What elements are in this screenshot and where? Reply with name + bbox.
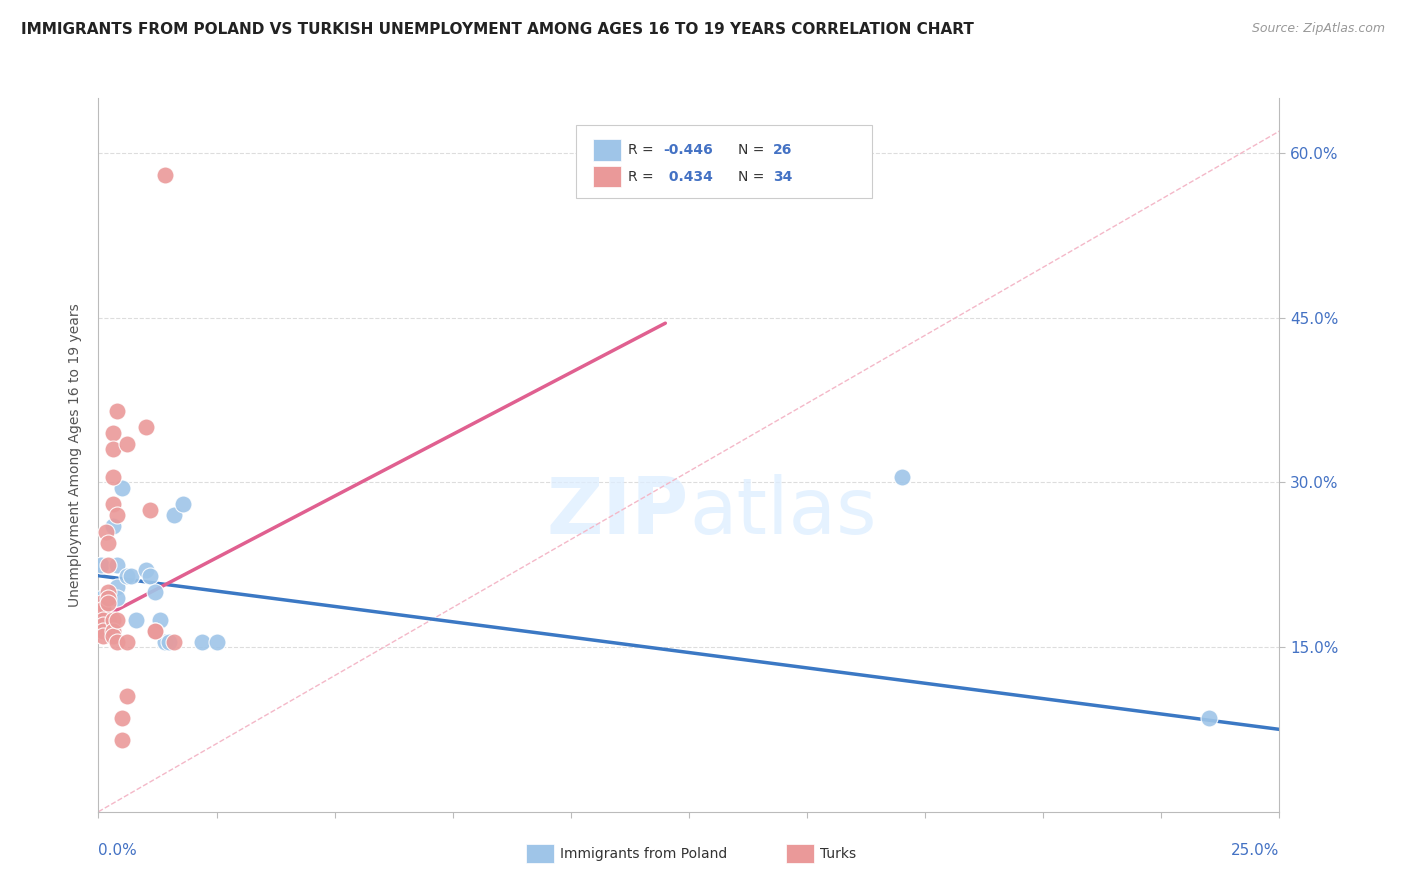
- Point: [149, 613, 172, 627]
- Point: [97, 596, 120, 610]
- Point: [135, 563, 157, 577]
- Point: [101, 425, 124, 440]
- Point: [1198, 711, 1220, 725]
- Point: [97, 591, 120, 605]
- Point: [115, 690, 138, 704]
- Point: [91, 601, 114, 615]
- Point: [105, 591, 128, 605]
- Point: [143, 585, 166, 599]
- Text: R =: R =: [628, 169, 658, 184]
- Text: -0.446: -0.446: [664, 143, 713, 157]
- Point: [105, 613, 128, 627]
- Y-axis label: Unemployment Among Ages 16 to 19 years: Unemployment Among Ages 16 to 19 years: [69, 303, 83, 607]
- Point: [97, 558, 120, 572]
- Point: [101, 613, 124, 627]
- Point: [153, 168, 176, 182]
- Point: [121, 568, 143, 582]
- Point: [143, 624, 166, 638]
- Point: [91, 601, 114, 615]
- Text: atlas: atlas: [689, 474, 876, 550]
- Point: [101, 519, 124, 533]
- Point: [143, 624, 166, 638]
- Point: [105, 558, 128, 572]
- Point: [139, 503, 162, 517]
- Point: [91, 618, 114, 632]
- Point: [157, 634, 180, 648]
- Point: [97, 585, 120, 599]
- Text: N =: N =: [738, 143, 769, 157]
- Point: [91, 624, 114, 638]
- Point: [101, 629, 124, 643]
- Point: [125, 613, 148, 627]
- Point: [90, 558, 112, 572]
- Text: ZIP: ZIP: [547, 474, 689, 550]
- Point: [91, 613, 114, 627]
- Text: 25.0%: 25.0%: [1232, 843, 1279, 858]
- Point: [115, 437, 138, 451]
- Point: [115, 568, 138, 582]
- Point: [105, 580, 128, 594]
- Point: [135, 420, 157, 434]
- Text: 26: 26: [773, 143, 793, 157]
- Point: [139, 568, 162, 582]
- Text: Immigrants from Poland: Immigrants from Poland: [560, 847, 727, 861]
- Point: [101, 470, 124, 484]
- Point: [101, 442, 124, 457]
- Point: [97, 613, 120, 627]
- Point: [105, 634, 128, 648]
- Point: [111, 733, 134, 747]
- Text: 0.434: 0.434: [664, 169, 713, 184]
- Text: Source: ZipAtlas.com: Source: ZipAtlas.com: [1251, 22, 1385, 36]
- Point: [105, 404, 128, 418]
- Point: [115, 634, 138, 648]
- Point: [105, 508, 128, 523]
- Point: [91, 629, 114, 643]
- Text: R =: R =: [628, 143, 658, 157]
- Point: [191, 634, 214, 648]
- Point: [91, 613, 114, 627]
- Point: [94, 524, 117, 539]
- Point: [111, 481, 134, 495]
- Point: [163, 508, 186, 523]
- Point: [172, 497, 194, 511]
- Text: Turks: Turks: [820, 847, 856, 861]
- Text: 34: 34: [773, 169, 793, 184]
- Point: [101, 624, 124, 638]
- Point: [163, 634, 186, 648]
- Point: [111, 711, 134, 725]
- Point: [90, 596, 112, 610]
- Point: [205, 634, 228, 648]
- Point: [890, 470, 912, 484]
- Point: [97, 591, 120, 605]
- Point: [101, 497, 124, 511]
- Text: N =: N =: [738, 169, 769, 184]
- Point: [153, 634, 176, 648]
- Point: [97, 535, 120, 549]
- Text: 0.0%: 0.0%: [98, 843, 138, 858]
- Point: [91, 591, 114, 605]
- Text: IMMIGRANTS FROM POLAND VS TURKISH UNEMPLOYMENT AMONG AGES 16 TO 19 YEARS CORRELA: IMMIGRANTS FROM POLAND VS TURKISH UNEMPL…: [21, 22, 974, 37]
